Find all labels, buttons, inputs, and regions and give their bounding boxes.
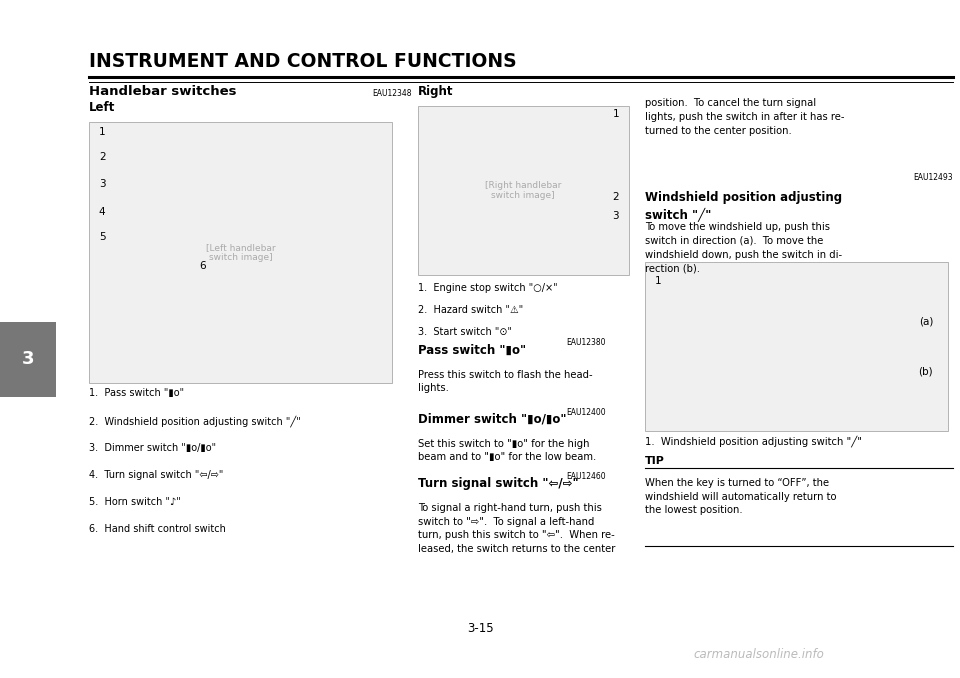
Text: EAU12380: EAU12380 bbox=[566, 338, 606, 347]
Text: Right: Right bbox=[418, 85, 453, 98]
Text: Dimmer switch "▮o/▮o": Dimmer switch "▮o/▮o" bbox=[418, 413, 566, 426]
Text: Set this switch to "▮o" for the high
beam and to "▮o" for the low beam.: Set this switch to "▮o" for the high bea… bbox=[418, 439, 596, 462]
Text: 4: 4 bbox=[99, 207, 106, 216]
FancyBboxPatch shape bbox=[89, 122, 392, 383]
Text: 3.  Dimmer switch "▮o/▮o": 3. Dimmer switch "▮o/▮o" bbox=[89, 443, 216, 453]
FancyBboxPatch shape bbox=[418, 106, 629, 275]
Text: Pass switch "▮o": Pass switch "▮o" bbox=[418, 344, 526, 357]
Text: 1.  Windshield position adjusting switch "╱": 1. Windshield position adjusting switch … bbox=[645, 435, 862, 447]
Text: Turn signal switch "⇦/⇨": Turn signal switch "⇦/⇨" bbox=[418, 477, 578, 490]
Text: 2: 2 bbox=[612, 192, 619, 201]
Text: 3: 3 bbox=[612, 211, 619, 220]
Text: EAU12400: EAU12400 bbox=[566, 408, 606, 417]
Text: 5.  Horn switch "♪": 5. Horn switch "♪" bbox=[89, 497, 181, 507]
Text: [Right handlebar
switch image]: [Right handlebar switch image] bbox=[485, 181, 562, 200]
Text: 1.  Engine stop switch "○/×": 1. Engine stop switch "○/×" bbox=[418, 283, 557, 293]
Text: 4.  Turn signal switch "⇦/⇨": 4. Turn signal switch "⇦/⇨" bbox=[89, 470, 224, 480]
Text: 1: 1 bbox=[655, 276, 661, 286]
Text: 3: 3 bbox=[99, 180, 106, 189]
Text: 2.  Hazard switch "⚠": 2. Hazard switch "⚠" bbox=[418, 305, 523, 315]
Text: EAU12348: EAU12348 bbox=[372, 89, 412, 98]
Text: Handlebar switches: Handlebar switches bbox=[89, 85, 237, 98]
Text: Left: Left bbox=[89, 101, 115, 114]
Text: EAU12493: EAU12493 bbox=[914, 173, 953, 182]
Text: [Left handlebar
switch image]: [Left handlebar switch image] bbox=[205, 243, 276, 262]
Text: 3: 3 bbox=[21, 350, 35, 367]
Text: 6: 6 bbox=[200, 261, 206, 271]
Text: (a): (a) bbox=[919, 316, 933, 326]
Text: To signal a right-hand turn, push this
switch to "⇨".  To signal a left-hand
tur: To signal a right-hand turn, push this s… bbox=[418, 503, 615, 554]
Text: Press this switch to flash the head-
lights.: Press this switch to flash the head- lig… bbox=[418, 370, 592, 393]
Text: 1.  Pass switch "▮o": 1. Pass switch "▮o" bbox=[89, 388, 184, 399]
Text: 2.  Windshield position adjusting switch "╱": 2. Windshield position adjusting switch … bbox=[89, 416, 301, 427]
FancyBboxPatch shape bbox=[645, 262, 948, 431]
Text: When the key is turned to “OFF”, the
windshield will automatically return to
the: When the key is turned to “OFF”, the win… bbox=[645, 478, 836, 515]
Text: Windshield position adjusting
switch "╱": Windshield position adjusting switch "╱" bbox=[645, 191, 842, 222]
Text: 2: 2 bbox=[99, 153, 106, 162]
Text: TIP: TIP bbox=[645, 456, 665, 466]
Text: 5: 5 bbox=[99, 232, 106, 241]
Text: 3-15: 3-15 bbox=[467, 622, 493, 635]
Text: position.  To cancel the turn signal
lights, push the switch in after it has re-: position. To cancel the turn signal ligh… bbox=[645, 98, 845, 136]
Text: 3.  Start switch "⊙": 3. Start switch "⊙" bbox=[418, 327, 512, 338]
Text: 6.  Hand shift control switch: 6. Hand shift control switch bbox=[89, 524, 227, 534]
Text: (b): (b) bbox=[919, 367, 933, 377]
Text: carmanualsonline.info: carmanualsonline.info bbox=[693, 648, 824, 661]
Text: 1: 1 bbox=[612, 109, 619, 119]
Text: 1: 1 bbox=[99, 127, 106, 137]
Text: INSTRUMENT AND CONTROL FUNCTIONS: INSTRUMENT AND CONTROL FUNCTIONS bbox=[89, 52, 516, 71]
Text: EAU12460: EAU12460 bbox=[566, 473, 606, 481]
FancyBboxPatch shape bbox=[0, 322, 56, 397]
Text: To move the windshield up, push this
switch in direction (a).  To move the
winds: To move the windshield up, push this swi… bbox=[645, 222, 842, 273]
